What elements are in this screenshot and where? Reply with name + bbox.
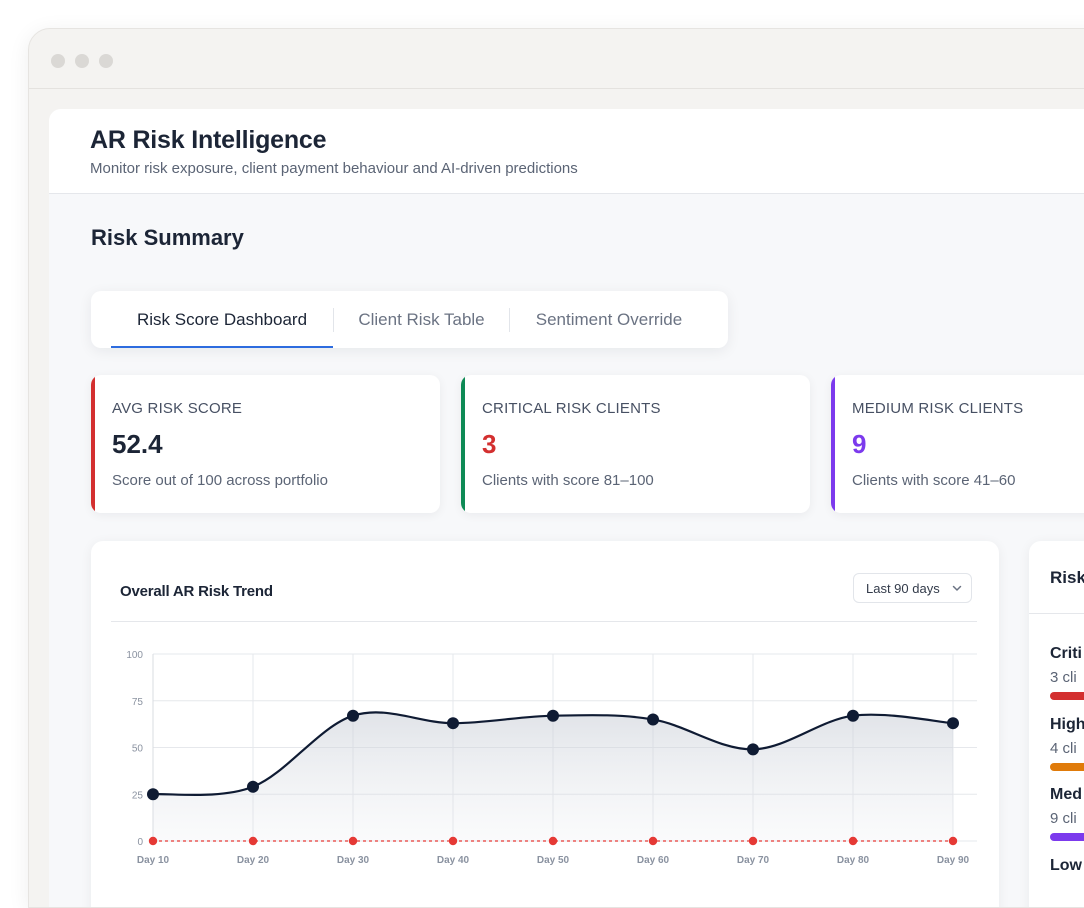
risk-name: Med — [1050, 786, 1082, 803]
baseline-data-point — [648, 836, 658, 846]
tab-divider — [509, 308, 510, 332]
tab-risk-score-dashboard[interactable]: Risk Score Dashboard — [136, 310, 308, 329]
stat-label: AVG RISK SCORE — [112, 400, 243, 417]
tab-bar: Risk Score Dashboard Client Risk Table S… — [91, 291, 728, 348]
stat-card-avg-risk-score: AVG RISK SCORE 52.4 Score out of 100 acr… — [91, 375, 440, 513]
baseline-data-point — [548, 836, 558, 846]
stat-value: 52.4 — [112, 429, 163, 459]
stat-label: MEDIUM RISK CLIENTS — [852, 400, 1024, 417]
baseline-data-point — [348, 836, 358, 846]
baseline-data-point — [748, 836, 758, 846]
risk-count: 3 cli — [1050, 669, 1077, 686]
risk-bar — [1050, 833, 1084, 841]
side-divider — [1029, 613, 1084, 614]
x-tick-label: Day 60 — [637, 855, 670, 866]
x-tick-label: Day 40 — [437, 855, 470, 866]
stat-value: 9 — [852, 429, 867, 459]
risk-item-critical: Criti 3 cli — [1050, 645, 1084, 711]
chevron-down-icon — [952, 585, 962, 591]
baseline-data-point — [948, 836, 958, 846]
risk-count: 4 cli — [1050, 740, 1077, 757]
app-content: AR Risk Intelligence Monitor risk exposu… — [49, 109, 1084, 907]
app-header: AR Risk Intelligence Monitor risk exposu… — [49, 109, 1084, 194]
series-area — [153, 712, 953, 841]
tab-sentiment-override[interactable]: Sentiment Override — [535, 310, 683, 329]
risk-trend-card: Overall AR Risk Trend Last 90 days 0 25 50… — [91, 541, 999, 907]
page-title: AR Risk Intelligence — [90, 126, 327, 154]
stat-description: Clients with score 41–60 — [852, 472, 1016, 489]
chart-divider — [111, 621, 977, 622]
risk-count: 9 cli — [1050, 810, 1077, 827]
stat-value: 3 — [482, 429, 497, 459]
active-tab-indicator — [111, 346, 333, 348]
x-tick-label: Day 10 — [137, 855, 170, 866]
data-point — [347, 709, 359, 722]
window-close-icon[interactable] — [51, 54, 65, 68]
data-point — [547, 709, 559, 722]
x-tick-label: Day 30 — [337, 855, 370, 866]
risk-item-low: Low — [1050, 857, 1084, 907]
tab-client-risk-table[interactable]: Client Risk Table — [358, 310, 485, 329]
stat-description: Score out of 100 across portfolio — [112, 472, 328, 489]
data-point — [447, 717, 459, 730]
tab-divider — [333, 308, 334, 332]
date-range-select[interactable]: Last 90 days — [853, 573, 972, 603]
window-titlebar — [29, 29, 1084, 89]
y-tick-label: 75 — [132, 697, 144, 708]
x-tick-label: Day 20 — [237, 855, 270, 866]
y-tick-label: 50 — [132, 744, 144, 755]
risk-name: Low — [1050, 857, 1082, 874]
y-tick-label: 0 — [137, 837, 143, 848]
x-tick-label: Day 90 — [937, 855, 970, 866]
risk-name: Criti — [1050, 645, 1082, 662]
stat-description: Clients with score 81–100 — [482, 472, 654, 489]
stat-label: CRITICAL RISK CLIENTS — [482, 400, 661, 417]
risk-item-high: High 4 cli — [1050, 716, 1084, 782]
risk-bar — [1050, 692, 1084, 700]
data-point — [147, 788, 159, 801]
window-minimize-icon[interactable] — [75, 54, 89, 68]
stat-accent-bar — [831, 375, 835, 513]
data-point — [847, 709, 859, 722]
section-title: Risk Summary — [91, 225, 244, 250]
risk-name: High — [1050, 716, 1084, 733]
baseline-data-point — [848, 836, 858, 846]
stat-accent-bar — [461, 375, 465, 513]
y-tick-label: 25 — [132, 790, 144, 801]
risk-trend-chart: 0 25 50 75 100 Day 10 Day 20 Day 30 Day 40 Day 50… — [126, 650, 977, 866]
stat-card-medium-risk-clients: MEDIUM RISK CLIENTS 9 Clients with score… — [831, 375, 1084, 513]
risk-bar — [1050, 763, 1084, 771]
x-tick-label: Day 80 — [837, 855, 870, 866]
risk-distribution-title: Risk — [1050, 568, 1084, 587]
window-maximize-icon[interactable] — [99, 54, 113, 68]
data-point — [747, 743, 759, 756]
risk-distribution-card: Risk Criti 3 cli High 4 cli Med 9 cli Lo… — [1029, 541, 1084, 907]
x-tick-label: Day 50 — [537, 855, 570, 866]
data-point — [947, 717, 959, 730]
risk-item-medium: Med 9 cli — [1050, 786, 1084, 852]
y-tick-label: 100 — [126, 650, 143, 661]
data-point — [247, 780, 259, 793]
data-point — [647, 713, 659, 726]
baseline-data-point — [248, 836, 258, 846]
baseline-data-point — [148, 836, 158, 846]
x-tick-label: Day 70 — [737, 855, 770, 866]
browser-window: AR Risk Intelligence Monitor risk exposu… — [28, 28, 1084, 908]
stat-card-critical-risk-clients: CRITICAL RISK CLIENTS 3 Clients with sco… — [461, 375, 810, 513]
stat-accent-bar — [91, 375, 95, 513]
chart-title: Overall AR Risk Trend — [120, 583, 273, 600]
baseline-data-point — [448, 836, 458, 846]
page-subtitle: Monitor risk exposure, client payment be… — [90, 160, 578, 177]
date-range-value: Last 90 days — [866, 581, 940, 596]
